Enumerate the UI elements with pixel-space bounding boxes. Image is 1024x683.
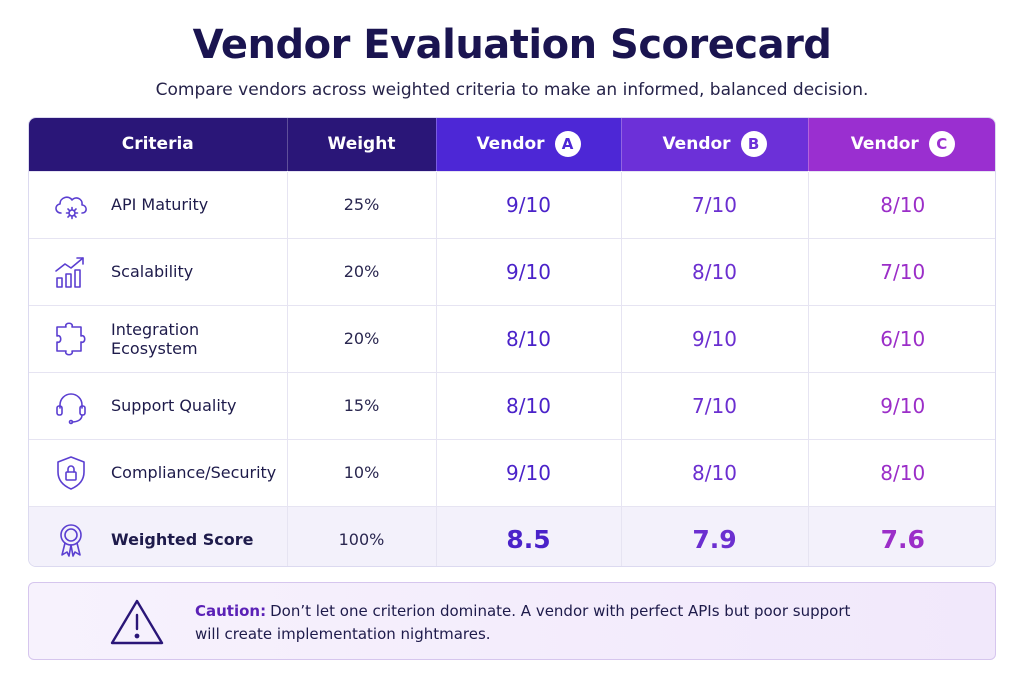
weight-cell: 20%: [287, 304, 437, 372]
growth-chart-icon: [51, 252, 91, 292]
page-subtitle: Compare vendors across weighted criteria…: [155, 80, 869, 100]
weight-cell: 20%: [287, 237, 437, 305]
page-title: Vendor Evaluation Scorecard: [192, 22, 832, 68]
vendor-b-label: Vendor: [662, 134, 731, 155]
criterion-label: API Maturity: [111, 195, 209, 214]
vendor-c-score: 8/10: [808, 438, 995, 506]
table-row: Scalability 20% 9/10 8/10 7/10: [29, 237, 995, 305]
caution-body-2: will create implementation nightmares.: [195, 625, 491, 643]
vendor-b-total: 7.9: [621, 505, 809, 566]
vendor-a-score: 9/10: [436, 237, 622, 305]
criteria-header: Criteria: [29, 118, 288, 171]
puzzle-icon: [51, 319, 91, 359]
weighted-score-label: Weighted Score: [111, 530, 254, 550]
weight-header: Weight: [287, 118, 437, 171]
vendor-a-total: 8.5: [436, 505, 622, 566]
weighted-score-row: Weighted Score 100% 8.5 7.9 7.6: [29, 505, 995, 566]
vendor-a-badge: A: [554, 131, 581, 158]
scorecard-table: Criteria Weight Vendor A Vendor B Vendor C: [28, 117, 996, 567]
criterion-label: Compliance/Security: [111, 463, 277, 482]
vendor-a-score: 8/10: [436, 371, 622, 439]
weight-total-cell: 100%: [287, 505, 437, 566]
criterion-cell: Support Quality: [29, 371, 288, 439]
vendor-c-label: Vendor: [850, 134, 919, 155]
table-header-row: Criteria Weight Vendor A Vendor B Vendor C: [29, 118, 995, 171]
caution-box: Caution: Don’t let one criterion dominate…: [28, 582, 996, 660]
cloud-gear-icon: [51, 185, 91, 225]
vendor-b-badge: B: [740, 131, 767, 158]
vendor-b-score: 7/10: [621, 371, 809, 439]
vendor-b-score: 9/10: [621, 304, 809, 372]
shield-lock-icon: [51, 453, 91, 493]
criterion-label: Scalability: [111, 262, 194, 281]
criterion-cell: API Maturity: [29, 170, 288, 238]
vendor-b-score: 8/10: [621, 237, 809, 305]
vendor-a-score: 8/10: [436, 304, 622, 372]
criterion-cell: Weighted Score: [29, 505, 288, 566]
award-icon: [51, 520, 91, 560]
vendor-a-header: Vendor A: [436, 118, 622, 171]
caution-lead: Caution:: [195, 602, 267, 620]
headset-icon: [51, 386, 91, 426]
criterion-label: Integration Ecosystem: [111, 319, 200, 358]
vendor-a-label: Vendor: [476, 134, 545, 155]
vendor-a-score: 9/10: [436, 170, 622, 238]
caution-body-1: Don’t let one criterion dominate. A vend…: [270, 602, 851, 620]
table-row: API Maturity 25% 9/10 7/10 8/10: [29, 170, 995, 238]
criterion-label: Support Quality: [111, 396, 237, 415]
weight-cell: 10%: [287, 438, 437, 506]
vendor-c-badge: C: [928, 131, 955, 158]
table-row: Compliance/Security 10% 9/10 8/10 8/10: [29, 438, 995, 506]
vendor-c-score: 6/10: [808, 304, 995, 372]
vendor-b-score: 7/10: [621, 170, 809, 238]
criterion-cell: Compliance/Security: [29, 438, 288, 506]
table-row: Integration Ecosystem 20% 8/10 9/10 6/10: [29, 304, 995, 372]
vendor-a-score: 9/10: [436, 438, 622, 506]
warning-triangle-icon: [109, 597, 165, 647]
weight-cell: 15%: [287, 371, 437, 439]
criterion-cell: Integration Ecosystem: [29, 304, 288, 372]
vendor-b-score: 8/10: [621, 438, 809, 506]
table-row: Support Quality 15% 8/10 7/10 9/10: [29, 371, 995, 439]
vendor-b-header: Vendor B: [621, 118, 809, 171]
caution-line-1: Caution: Don’t let one criterion dominate…: [195, 600, 895, 623]
vendor-c-score: 7/10: [808, 237, 995, 305]
vendor-c-score: 8/10: [808, 170, 995, 238]
vendor-c-header: Vendor C: [808, 118, 995, 171]
caution-text: Caution: Don’t let one criterion dominate…: [195, 600, 895, 646]
weight-cell: 25%: [287, 170, 437, 238]
vendor-c-score: 9/10: [808, 371, 995, 439]
vendor-c-total: 7.6: [808, 505, 995, 566]
criterion-cell: Scalability: [29, 237, 288, 305]
